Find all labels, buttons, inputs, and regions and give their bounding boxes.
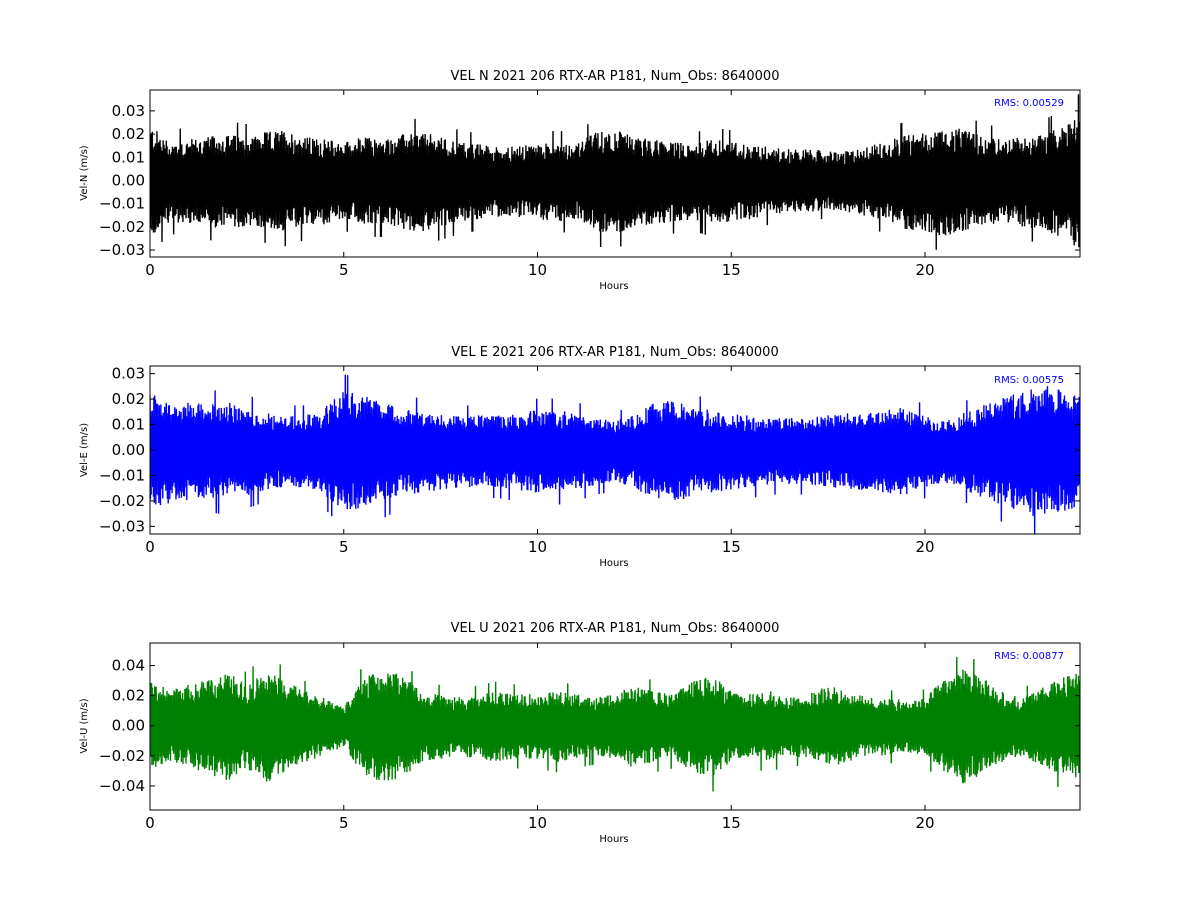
- panel-vel-u-y-ticks: −0.04 −0.02 0.00 0.02 0.04: [99, 657, 1080, 795]
- panel-vel-n-title: VEL N 2021 206 RTX-AR P181, Num_Obs: 864…: [451, 69, 780, 84]
- panel-vel-n-xlabel: Hours: [599, 281, 628, 292]
- panel-vel-e-x-ticks: 0 5 10 15 20: [145, 366, 935, 556]
- panel-vel-n-ylabel: Vel-N (m/s): [79, 145, 90, 200]
- panel-vel-n-y-tick-label: −0.03: [99, 241, 145, 259]
- panel-vel-e-x-tick-label: 0: [145, 538, 155, 556]
- panel-vel-n-plot-area: [149, 89, 1081, 258]
- panel-vel-e-x-tick-label: 20: [915, 538, 934, 556]
- panel-vel-e-y-tick-label: 0.01: [112, 416, 145, 434]
- panel-vel-e-y-tick-label: −0.01: [99, 466, 145, 484]
- panel-vel-u-y-tick-label: −0.02: [99, 747, 145, 765]
- panel-vel-u-trace: [150, 657, 1080, 792]
- panel-vel-n-x-ticks: 0 5 10 15 20: [145, 90, 935, 279]
- panel-vel-e-plot-area: [149, 365, 1081, 535]
- panel-vel-e-y-tick-label: −0.03: [99, 517, 145, 535]
- panel-vel-e-series-line: [150, 374, 1080, 534]
- panel-vel-e-x-tick-label: 15: [722, 538, 741, 556]
- panel-vel-e-y-ticks: −0.03 −0.02 −0.01 0.00 0.01 0.02 0.03: [99, 365, 1080, 535]
- panel-vel-n-x-tick-label: 20: [915, 261, 934, 279]
- panel-vel-n-y-tick-label: 0.03: [112, 102, 145, 120]
- panel-vel-u: VEL U 2021 206 RTX-AR P181, Num_Obs: 864…: [79, 621, 1081, 845]
- panel-vel-u-ylabel: Vel-U (m/s): [79, 698, 90, 753]
- panel-vel-u-series-line: [150, 657, 1080, 792]
- panel-vel-n-x-tick-label: 10: [528, 261, 547, 279]
- panel-vel-n-x-tick-label: 15: [722, 261, 741, 279]
- panel-vel-n-y-tick-label: −0.01: [99, 195, 145, 213]
- panel-vel-u-rms-annotation: RMS: 0.00877: [994, 651, 1064, 662]
- panel-vel-n-y-tick-label: 0.00: [112, 171, 145, 189]
- panel-vel-e-y-tick-label: 0.00: [112, 441, 145, 459]
- panel-vel-e-y-tick-label: −0.02: [99, 492, 145, 510]
- panel-vel-n-y-tick-label: −0.02: [99, 218, 145, 236]
- panel-vel-u-x-ticks: 0 5 10 15 20: [145, 643, 935, 832]
- panel-vel-u-x-tick-label: 20: [915, 814, 934, 832]
- panel-vel-n-rms-annotation: RMS: 0.00529: [994, 98, 1064, 109]
- panel-vel-u-x-tick-label: 15: [722, 814, 741, 832]
- panel-vel-u-title: VEL U 2021 206 RTX-AR P181, Num_Obs: 864…: [451, 621, 780, 636]
- panel-vel-e-x-tick-label: 10: [528, 538, 547, 556]
- panel-vel-u-y-tick-label: 0.00: [112, 717, 145, 735]
- panel-vel-n-frame: [149, 89, 1081, 258]
- panel-vel-e: VEL E 2021 206 RTX-AR P181, Num_Obs: 864…: [79, 345, 1081, 569]
- panel-vel-e-xlabel: Hours: [599, 558, 628, 569]
- panel-vel-u-y-tick-label: 0.04: [112, 657, 145, 675]
- panel-vel-u-y-tick-label: −0.04: [99, 777, 145, 795]
- panel-vel-n-trace: [150, 94, 1080, 250]
- panel-vel-u-frame: [149, 642, 1081, 811]
- panel-vel-e-y-tick-label: 0.02: [112, 390, 145, 408]
- panel-vel-n-y-tick-label: 0.02: [112, 125, 145, 143]
- panel-vel-u-x-tick-label: 0: [145, 814, 155, 832]
- panel-vel-n-x-tick-label: 5: [339, 261, 349, 279]
- panel-vel-n-x-tick-label: 0: [145, 261, 155, 279]
- panel-vel-e-title: VEL E 2021 206 RTX-AR P181, Num_Obs: 864…: [451, 345, 778, 360]
- panel-vel-n-series-line: [150, 94, 1080, 250]
- panel-vel-n-y-tick-label: 0.01: [112, 148, 145, 166]
- panel-vel-n: VEL N 2021 206 RTX-AR P181, Num_Obs: 864…: [79, 69, 1081, 292]
- panel-vel-u-x-tick-label: 5: [339, 814, 349, 832]
- panel-vel-n-y-ticks: −0.03 −0.02 −0.01 0.00 0.01 0.02 0.03: [99, 102, 1080, 259]
- panel-vel-e-x-tick-label: 5: [339, 538, 349, 556]
- panel-vel-u-x-tick-label: 10: [528, 814, 547, 832]
- panel-vel-e-rms-annotation: RMS: 0.00575: [994, 375, 1064, 386]
- panel-vel-e-y-tick-label: 0.03: [112, 365, 145, 383]
- panel-vel-u-plot-area: [149, 642, 1081, 811]
- panel-vel-u-xlabel: Hours: [599, 834, 628, 845]
- panel-vel-u-y-tick-label: 0.02: [112, 687, 145, 705]
- panel-vel-e-ylabel: Vel-E (m/s): [79, 423, 90, 477]
- panel-vel-e-trace: [150, 374, 1080, 534]
